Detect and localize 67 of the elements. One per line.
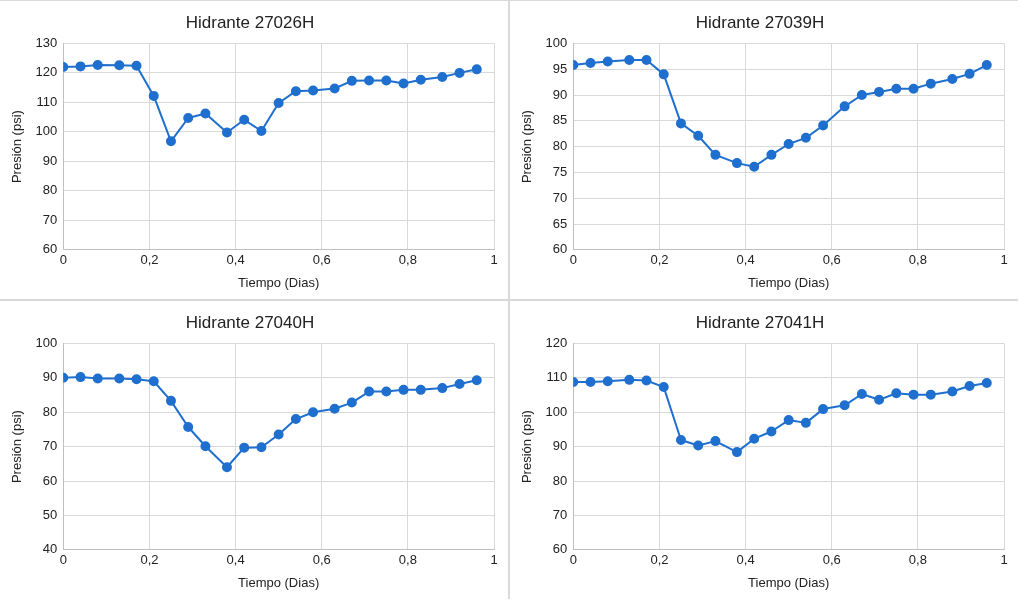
y-tick-label: 50 [42,506,58,522]
y-tick-label: 80 [552,472,568,488]
x-tick-label: 0,6 [822,252,841,268]
y-tick-label: 65 [552,215,568,231]
y-tick-label: 90 [552,86,568,102]
y-tick-label: 90 [42,369,58,385]
y-tick-label: 90 [42,152,58,168]
y-tick-label: 70 [42,438,58,454]
x-tick-label: 0,8 [398,552,417,568]
x-axis-title: Tiempo (Dias) [748,274,830,290]
x-tick-label: 0,6 [822,552,841,568]
y-axis-title: Presión (psi) [519,410,535,484]
x-tick-label: 0 [569,252,577,268]
y-tick-label: 70 [552,189,568,205]
y-tick-label: 100 [545,34,568,50]
chart-title: Hidrante 27040H [185,312,315,332]
y-tick-label: 90 [552,438,568,454]
x-tick-label: 0,8 [908,252,927,268]
x-tick-label: 0,4 [226,552,245,568]
y-axis-title: Presión (psi) [9,410,25,484]
y-tick-label: 40 [42,541,58,557]
x-tick-label: 0,4 [736,252,755,268]
y-tick-label: 70 [552,506,568,522]
x-tick-label: 0 [569,552,577,568]
y-tick-label: 100 [35,123,58,139]
x-axis-title: Tiempo (Dias) [238,574,320,590]
x-tick-label: 0 [59,552,67,568]
x-tick-label: 0,2 [140,552,159,568]
x-tick-label: 0,8 [908,552,927,568]
chart-title: Hidrante 27039H [695,12,825,32]
y-tick-label: 85 [552,112,568,128]
y-tick-label: 120 [545,334,568,350]
y-axis-title: Presión (psi) [519,110,535,184]
y-tick-label: 80 [42,182,58,198]
x-tick-label: 1 [1000,252,1008,268]
x-tick-label: 0,4 [226,252,245,268]
x-tick-label: 0,8 [398,252,417,268]
y-axis-title: Presión (psi) [9,110,25,184]
x-tick-label: 0,2 [650,252,669,268]
y-tick-label: 75 [552,163,568,179]
x-tick-label: 0,6 [312,252,331,268]
y-tick-label: 60 [42,241,58,257]
chart-title: Hidrante 27026H [185,12,315,32]
x-tick-label: 1 [490,252,498,268]
x-tick-label: 0,4 [736,552,755,568]
x-axis-title: Tiempo (Dias) [748,574,830,590]
y-tick-label: 80 [552,138,568,154]
y-tick-label: 120 [35,64,58,80]
x-tick-label: 0,2 [650,552,669,568]
y-tick-label: 110 [36,93,58,109]
y-tick-label: 95 [552,60,568,76]
x-tick-label: 0,6 [312,552,331,568]
x-tick-label: 1 [490,552,498,568]
y-tick-label: 60 [42,472,58,488]
chart-title: Hidrante 27041H [695,312,825,332]
y-tick-label: 60 [552,241,568,257]
x-tick-label: 1 [1000,552,1008,568]
y-tick-label: 60 [552,541,568,557]
y-tick-label: 130 [35,34,58,50]
x-tick-label: 0,2 [140,252,159,268]
y-tick-label: 70 [42,211,58,227]
y-tick-label: 110 [546,369,568,385]
x-axis-title: Tiempo (Dias) [238,274,320,290]
y-tick-label: 100 [35,334,58,350]
y-tick-label: 100 [545,403,568,419]
x-tick-label: 0 [59,252,67,268]
y-tick-label: 80 [42,403,58,419]
